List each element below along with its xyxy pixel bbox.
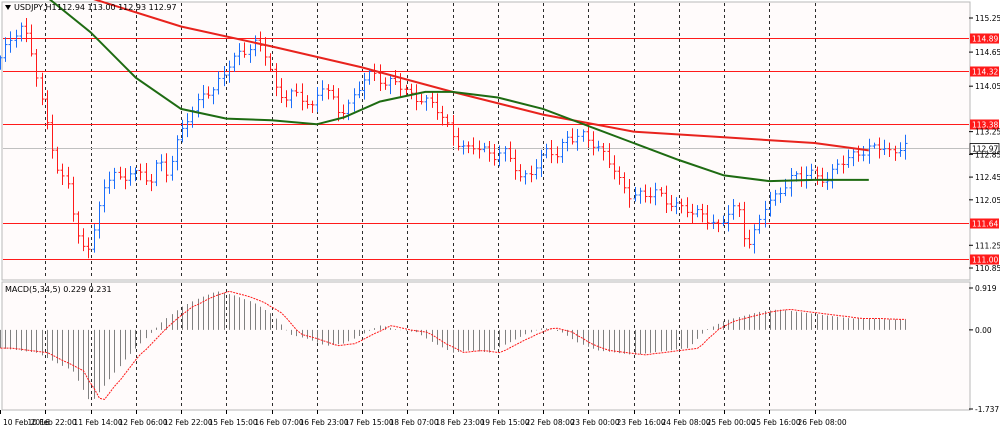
- level-price-tag: [970, 218, 999, 229]
- x-tick-label: 12 Feb 06:00: [119, 418, 168, 427]
- x-tick-label: 23 Feb 00:00: [571, 418, 620, 427]
- y-tick-label: 112.85: [975, 150, 1000, 159]
- macd-histogram: [0, 290, 906, 400]
- vertical-grid: [45, 3, 816, 409]
- price-bars: [0, 18, 908, 259]
- x-tick-label: 10 Feb 22:00: [28, 418, 77, 427]
- y-tick-label: 114.05: [975, 82, 1000, 91]
- macd-plot-area[interactable]: [1, 281, 971, 411]
- x-tick-label: 10 Feb 2016: [3, 418, 50, 427]
- level-price-tag: [970, 119, 999, 130]
- level-price-tag: [970, 254, 999, 265]
- y-tick-label: 111.25: [975, 241, 1000, 250]
- symbol-label: USDJPY,H1: [14, 3, 57, 12]
- y-tick-label: 113.25: [975, 128, 1000, 137]
- x-tick-label: 16 Feb 07:00: [255, 418, 304, 427]
- x-tick-label: 12 Feb 22:00: [164, 418, 213, 427]
- x-tick-label: 18 Feb 23:00: [436, 418, 485, 427]
- y-tick-label: 114.65: [975, 48, 1000, 57]
- level-price-label: 114.32: [972, 68, 998, 77]
- y-tick-label: 112.05: [975, 196, 1000, 205]
- macd-y-tick-label: -1.737: [975, 405, 999, 414]
- x-tick-label: 22 Feb 08:00: [526, 418, 575, 427]
- price-plot-area[interactable]: [1, 1, 971, 281]
- level-price-label: 111.00: [972, 256, 998, 265]
- current-price-tag: [969, 143, 1000, 154]
- macd-y-tick-label: 0.919: [975, 284, 997, 293]
- macd-y-tick-label: 0.00: [975, 326, 992, 335]
- level-price-tag: [970, 66, 999, 77]
- x-tick-label: 17 Feb 15:00: [345, 418, 394, 427]
- macd-label: MACD(5,34,5) 0.229 0.231: [5, 285, 112, 294]
- level-price-tag: [970, 33, 999, 44]
- x-tick-label: 26 Feb 08:00: [798, 418, 847, 427]
- x-tick-label: 18 Feb 07:00: [390, 418, 439, 427]
- chart-header: USDJPY,H1 112.94 113.00 112.93 112.97 MA…: [5, 3, 177, 294]
- macd-signal-line: [0, 290, 906, 400]
- y-tick-label: 110.85: [975, 264, 1000, 273]
- x-tick-label: 23 Feb 16:00: [617, 418, 666, 427]
- current-price-label: 112.97: [972, 145, 998, 154]
- y-tick-label: 115.25: [975, 14, 1000, 23]
- y-tick-label: 112.45: [975, 173, 1000, 182]
- x-tick-label: 19 Feb 15:00: [481, 418, 530, 427]
- x-tick-label: 15 Feb 15:00: [209, 418, 258, 427]
- level-price-label: 114.89: [972, 35, 998, 44]
- fast-moving-average: [48, 0, 869, 183]
- ohlc-values: 112.94 113.00 112.93 112.97: [57, 3, 177, 12]
- x-tick-label: 25 Feb 16:00: [752, 418, 801, 427]
- level-price-label: 113.38: [972, 121, 998, 130]
- x-tick-label: 11 Feb 14:00: [74, 418, 123, 427]
- x-tick-label: 16 Feb 23:00: [300, 418, 349, 427]
- x-tick-label: 25 Feb 00:00: [707, 418, 756, 427]
- horizontal-levels: 114.89 114.32 113.38 111.64 111.00 112.97: [3, 33, 1000, 265]
- dropdown-triangle-icon[interactable]: [5, 5, 11, 10]
- x-tick-label: 24 Feb 08:00: [662, 418, 711, 427]
- level-price-label: 111.64: [972, 220, 998, 229]
- moving-averages: [48, 0, 869, 183]
